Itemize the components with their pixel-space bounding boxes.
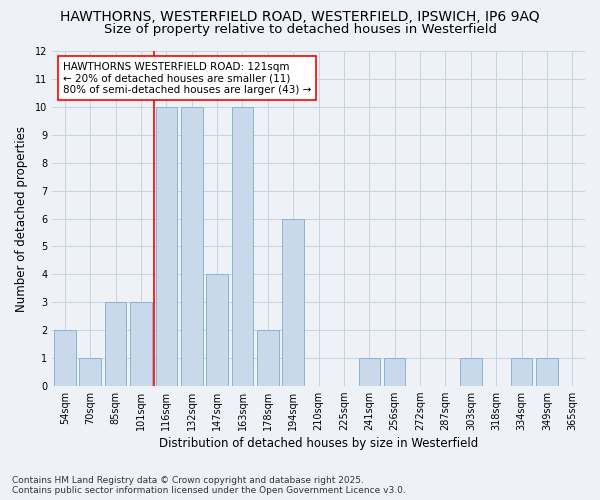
Bar — [232, 107, 253, 386]
Bar — [54, 330, 76, 386]
Bar — [257, 330, 278, 386]
Text: Contains HM Land Registry data © Crown copyright and database right 2025.
Contai: Contains HM Land Registry data © Crown c… — [12, 476, 406, 495]
Text: HAWTHORNS WESTERFIELD ROAD: 121sqm
← 20% of detached houses are smaller (11)
80%: HAWTHORNS WESTERFIELD ROAD: 121sqm ← 20%… — [63, 62, 311, 94]
Bar — [283, 218, 304, 386]
Bar — [206, 274, 228, 386]
Bar — [79, 358, 101, 386]
Bar — [384, 358, 406, 386]
X-axis label: Distribution of detached houses by size in Westerfield: Distribution of detached houses by size … — [159, 437, 478, 450]
Bar — [130, 302, 152, 386]
Bar — [460, 358, 482, 386]
Y-axis label: Number of detached properties: Number of detached properties — [15, 126, 28, 312]
Bar — [536, 358, 558, 386]
Bar — [181, 107, 203, 386]
Text: HAWTHORNS, WESTERFIELD ROAD, WESTERFIELD, IPSWICH, IP6 9AQ: HAWTHORNS, WESTERFIELD ROAD, WESTERFIELD… — [60, 10, 540, 24]
Bar — [511, 358, 532, 386]
Text: Size of property relative to detached houses in Westerfield: Size of property relative to detached ho… — [104, 22, 497, 36]
Bar — [155, 107, 177, 386]
Bar — [105, 302, 127, 386]
Bar — [359, 358, 380, 386]
